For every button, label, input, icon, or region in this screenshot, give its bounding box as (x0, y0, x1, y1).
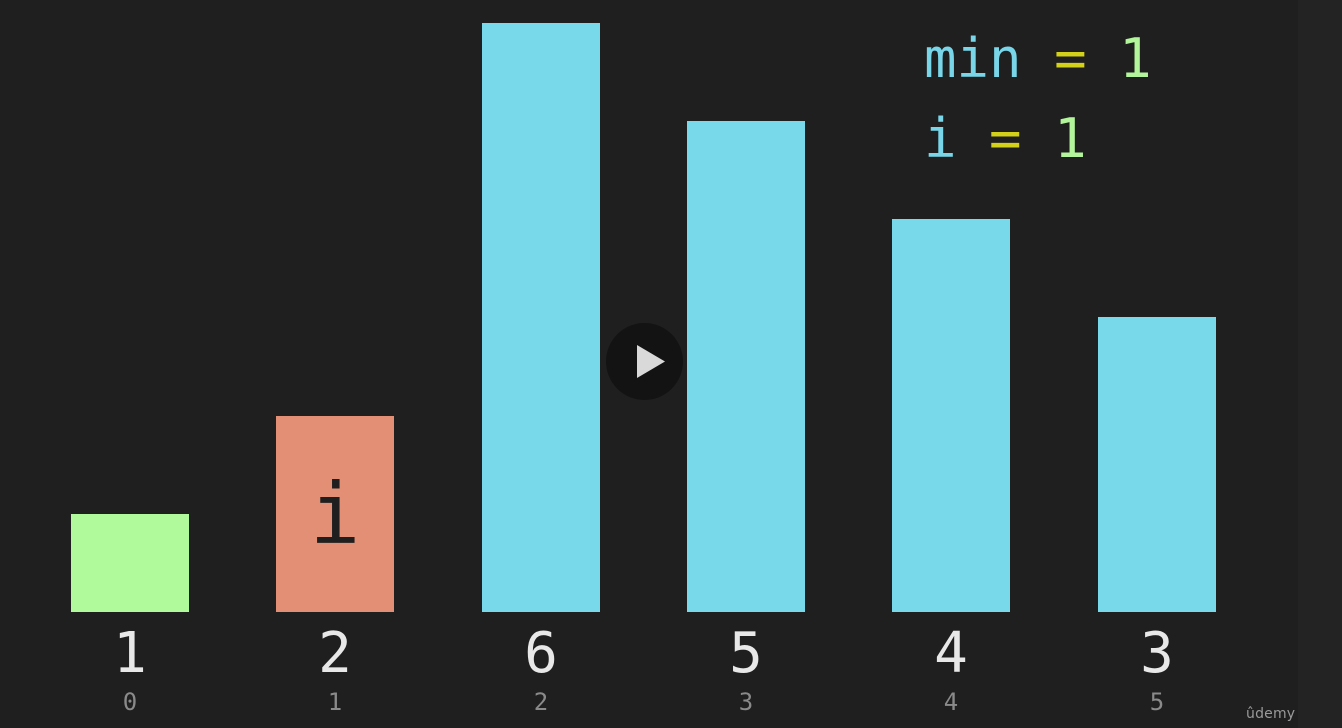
bar-value-label-4: 4 (934, 621, 968, 686)
bar-index-label-1: 1 (327, 688, 343, 716)
bar-value-label-1: 2 (318, 621, 352, 686)
min-variable-equals: = (1054, 27, 1087, 90)
min-variable-name: min (924, 27, 1022, 90)
bar-index-label-2: 2 (533, 688, 549, 716)
bar-index-label-0: 0 (122, 688, 138, 716)
bar-value-label-5: 3 (1140, 621, 1174, 686)
min-variable-value: 1 (1119, 27, 1152, 90)
bar-1: i (276, 416, 394, 612)
bar-value-label-3: 5 (729, 621, 763, 686)
i-variable: i = 1 (924, 112, 1087, 166)
bar-5 (1098, 317, 1216, 612)
play-icon (637, 345, 665, 378)
bar-value-label-2: 6 (524, 621, 558, 686)
play-button[interactable] (606, 323, 683, 400)
min-variable: min = 1 (924, 32, 1152, 86)
udemy-logo: ûdemy (1246, 706, 1296, 722)
bar-4 (892, 219, 1010, 612)
bar-3 (687, 121, 805, 612)
i-variable-name: i (924, 107, 957, 170)
bar-0 (71, 514, 189, 612)
side-strip (1298, 0, 1342, 728)
bar-index-label-3: 3 (738, 688, 754, 716)
pointer-marker-1: i (309, 465, 361, 563)
bar-index-label-4: 4 (943, 688, 959, 716)
i-variable-value: 1 (1054, 107, 1087, 170)
bar-2 (482, 23, 600, 612)
i-variable-equals: = (989, 107, 1022, 170)
bar-index-label-5: 5 (1149, 688, 1165, 716)
bar-value-label-0: 1 (113, 621, 147, 686)
